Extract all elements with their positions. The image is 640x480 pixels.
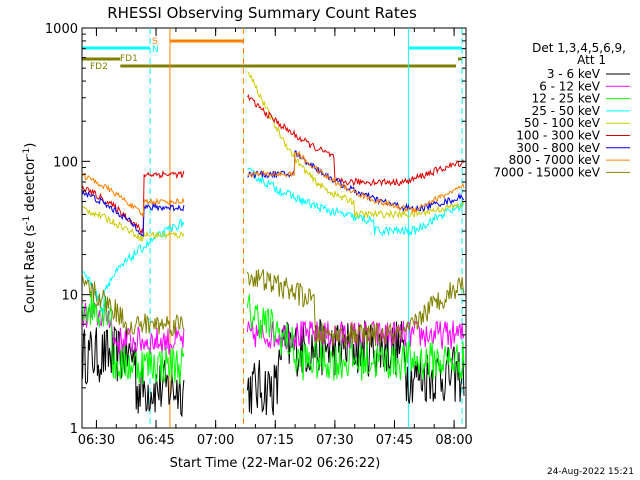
y-axis-label-sup2: -1: [22, 148, 32, 157]
x-tick-label: 06:30: [78, 433, 115, 448]
plot-frame: [81, 27, 467, 429]
footer-date: 24-Aug-2022 15:21: [547, 467, 634, 477]
legend-entry-label: 6 - 12 keV: [539, 79, 601, 93]
flag-label-fd2: FD2: [90, 62, 108, 72]
y-axis-label: Count Rate (s-1 detector-1): [22, 143, 38, 314]
legend-entry-label: 300 - 800 keV: [516, 141, 600, 155]
x-tick-label: 06:45: [137, 433, 174, 448]
y-axis-label-sup1: -1: [22, 216, 32, 225]
legend-header-1: Det 1,3,4,5,6,9,: [532, 41, 626, 55]
y-tick-label: 10: [61, 289, 78, 304]
series-line-6: [82, 94, 465, 235]
x-axis: 06:30 06:45 07:00 07:15 07:30 07:45 08:00: [78, 28, 473, 448]
series-line-9: [82, 269, 465, 348]
series-line-8: [82, 151, 465, 218]
y-axis-label-end: ): [23, 143, 38, 148]
flag-label-n: N: [152, 45, 159, 55]
flag-label-s: S: [152, 37, 158, 47]
legend-entry-label: 100 - 300 keV: [516, 129, 600, 143]
x-axis-label: Start Time (22-Mar-02 06:26:22): [170, 456, 381, 471]
y-axis-label-mid: detector: [23, 156, 38, 216]
legend-entry-label: 12 - 25 keV: [532, 92, 601, 106]
y-axis-label-main: Count Rate (s: [23, 225, 38, 314]
legend-entry-label: 7000 - 15000 keV: [493, 165, 600, 179]
legend-entry-label: 50 - 100 keV: [524, 116, 601, 130]
series-line-7: [82, 150, 464, 237]
x-tick-label: 07:30: [316, 433, 353, 448]
y-axis: 1 10 100 1000: [45, 22, 466, 437]
x-tick-label: 08:00: [435, 433, 472, 448]
legend-entry-label: 800 - 7000 keV: [509, 153, 601, 167]
y-tick-label: 1000: [45, 22, 78, 37]
legend-entry-label: 3 - 6 keV: [547, 67, 601, 81]
chart-title: RHESSI Observing Summary Count Rates: [107, 4, 417, 22]
series-line-5: [82, 71, 465, 242]
y-tick-label: 1: [70, 422, 78, 437]
x-tick-label: 07:00: [197, 433, 234, 448]
legend-header-2: Att 1: [577, 53, 606, 67]
series-line-3: [82, 291, 465, 385]
plot-marks: [82, 28, 465, 428]
y-tick-label: 100: [53, 155, 78, 170]
x-tick-label: 07:45: [376, 433, 413, 448]
legend-entry-label: 25 - 50 keV: [532, 104, 601, 118]
flag-label-fd1: FD1: [120, 54, 138, 64]
x-tick-label: 07:15: [257, 433, 294, 448]
